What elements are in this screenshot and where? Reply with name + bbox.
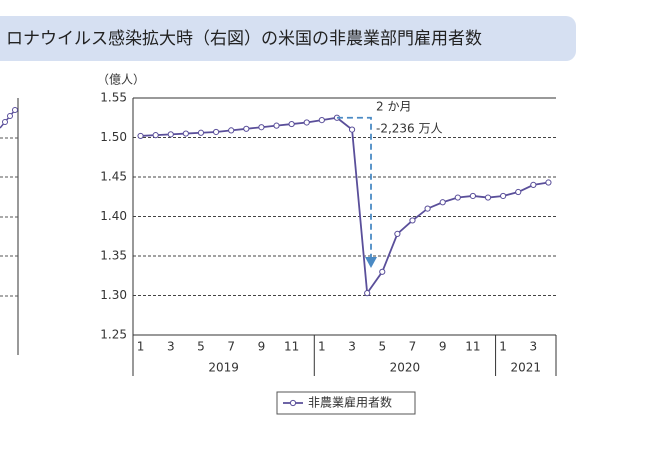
data-point [469,192,477,200]
y-tick-label: 1.45 [100,170,127,184]
title-banner [0,16,576,61]
data-point [303,119,310,126]
data-point [379,268,386,275]
data-point [364,290,371,297]
x-tick-label: 1 [499,340,507,354]
data-point [530,181,537,188]
annotation-arrow [336,116,372,260]
data-point [152,132,159,139]
data-point [258,124,265,131]
y-tick-label: 1.30 [100,288,127,302]
data-point [288,120,295,128]
data-point [424,205,431,212]
data-point [228,127,235,134]
y-tick-label: 1.50 [100,130,127,144]
x-tick-label: 3 [348,340,356,354]
legend-box [276,391,416,415]
x-tick-label: 1 [137,340,145,354]
year-label: 2021 [511,361,542,375]
data-point [515,188,522,196]
data-point [273,122,280,129]
data-point [197,129,205,136]
x-tick-label: 7 [227,340,235,354]
y-tick-label: 1.40 [100,209,127,223]
annotation: 2 か月 [376,100,411,114]
data-point [484,194,492,201]
x-tick-label: 3 [167,340,175,354]
x-tick-label: 9 [258,340,266,354]
data-point [454,194,461,201]
data-point [394,230,401,237]
data-point [212,128,220,136]
data-point [182,130,189,137]
x-tick-label: 1 [318,340,326,354]
legend-marker [289,399,297,407]
data-point [243,125,250,132]
data-point [409,217,416,224]
x-tick-label: 11 [465,340,480,354]
legend-label: 非農業雇用者数 [308,395,392,410]
y-tick-label: 1.35 [100,249,127,263]
year-label: 2020 [390,361,421,375]
data-point [439,199,446,206]
y-unit-label: （億人） [97,73,145,87]
data-point [545,179,552,186]
x-tick-label: 7 [409,340,417,354]
year-label: 2019 [208,361,239,375]
data-point [500,192,507,200]
y-tick-label: 1.55 [100,91,127,105]
x-tick-label: 9 [439,340,447,354]
series-line [140,116,549,296]
data-point [318,117,325,124]
y-tick-label: 1.25 [100,328,127,342]
chart-title: ロナウイルス感染拡大時（右図）の米国の非農業部門雇用者数 [6,29,482,49]
adjacent-chart-edge [0,98,19,355]
annotation: -2,236 万人 [376,122,443,136]
x-tick-label: 5 [197,340,205,354]
x-tick-label: 5 [378,340,386,354]
data-point [167,131,174,138]
arrow-head [365,257,377,268]
x-tick-label: 11 [284,340,299,354]
data-point [137,132,144,140]
data-point [348,126,356,133]
x-tick-label: 3 [530,340,538,354]
